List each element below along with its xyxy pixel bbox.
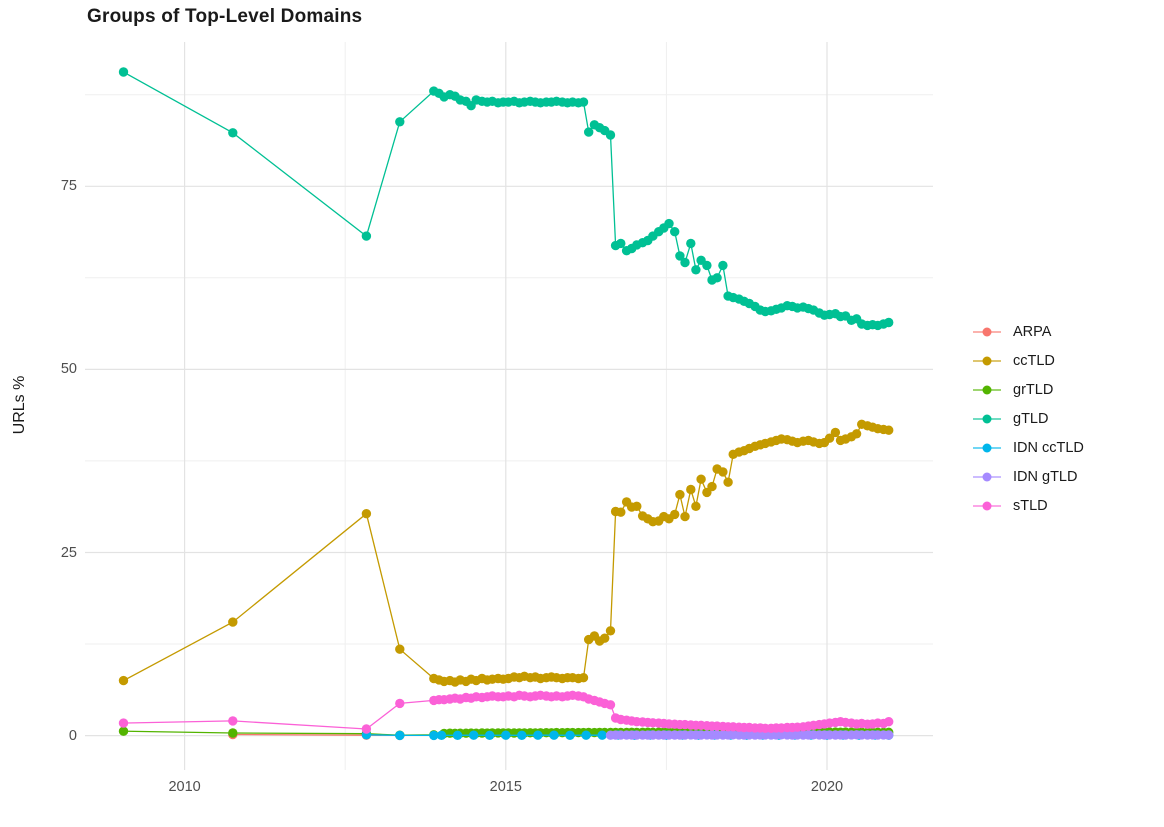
- legend-item-stld: sTLD: [972, 495, 1084, 517]
- legend-item-label: IDN ccTLD: [1013, 440, 1084, 456]
- legend-item-label: IDN gTLD: [1013, 469, 1078, 485]
- data-point-stld: [395, 698, 405, 709]
- y-tick-label: 25: [60, 544, 77, 561]
- data-point-idn-cctld: [581, 730, 591, 740]
- data-point-gtld: [702, 260, 712, 271]
- data-point-gtld: [605, 130, 616, 140]
- legend-item-cctld: ccTLD: [972, 350, 1084, 372]
- legend: ARPA ccTLD grTLD gTLD IDN ccTLD IDN gTLD sTLD: [972, 321, 1084, 517]
- data-point-cctld: [723, 477, 733, 487]
- data-point-cctld: [830, 427, 841, 438]
- data-point-gtld: [686, 238, 696, 249]
- data-point-gtld: [616, 238, 626, 249]
- legend-key-icon: [973, 472, 1001, 482]
- data-point-cctld: [851, 429, 862, 439]
- legend-item-idn-cctld: IDN ccTLD: [972, 437, 1084, 459]
- y-tick-label: 75: [60, 178, 77, 195]
- legend-item-label: ARPA: [1013, 324, 1052, 340]
- data-point-gtld: [675, 251, 685, 261]
- legend-item-label: grTLD: [1013, 382, 1054, 398]
- x-tick-label: 2010: [168, 779, 201, 795]
- data-point-cctld: [680, 511, 690, 522]
- data-point-gtld: [584, 127, 594, 137]
- data-point-cctld: [707, 481, 717, 492]
- data-point-cctld: [395, 644, 405, 654]
- data-point-idn-cctld: [436, 730, 447, 740]
- data-point-grtld: [228, 728, 238, 738]
- data-point-stld: [118, 718, 129, 728]
- series-idn-gtld-points: [605, 730, 894, 740]
- data-point-idn-cctld: [533, 730, 543, 740]
- legend-item-label: ccTLD: [1013, 353, 1055, 369]
- data-point-idn-cctld: [597, 730, 607, 740]
- data-point-idn-cctld: [549, 730, 559, 740]
- series-gtld-points: [118, 67, 894, 331]
- legend-key-icon: [973, 414, 1001, 424]
- y-axis-label: URLs %: [11, 375, 28, 435]
- data-point-gtld: [691, 265, 701, 275]
- data-point-cctld: [824, 433, 835, 443]
- y-tick-label: 50: [60, 361, 77, 378]
- data-point-idn-cctld: [452, 730, 463, 740]
- data-point-gtld: [670, 227, 680, 237]
- data-point-cctld: [616, 507, 626, 517]
- data-point-cctld: [118, 675, 129, 686]
- data-point-gtld: [361, 231, 372, 241]
- series-stld-points: [118, 690, 894, 734]
- data-point-gtld: [680, 257, 690, 268]
- data-point-gtld: [712, 273, 722, 283]
- legend-key-icon: [973, 501, 1001, 511]
- data-point-stld: [605, 700, 616, 710]
- legend-item-arpa: ARPA: [972, 321, 1084, 343]
- data-point-stld: [361, 724, 372, 734]
- data-point-cctld: [691, 501, 701, 511]
- data-point-gtld: [395, 117, 405, 127]
- data-point-cctld: [884, 425, 894, 435]
- chart-title: Groups of Top-Level Domains: [87, 6, 363, 27]
- data-point-idn-gtld: [884, 730, 894, 740]
- x-tick-label: 2020: [810, 779, 844, 795]
- data-point-cctld: [686, 484, 696, 495]
- data-point-cctld: [670, 509, 680, 520]
- data-point-idn-cctld: [517, 730, 527, 740]
- data-point-cctld: [718, 467, 728, 477]
- legend-key-icon: [973, 356, 1001, 366]
- data-point-idn-cctld: [565, 730, 575, 740]
- data-point-cctld: [696, 474, 706, 484]
- data-point-idn-cctld: [469, 730, 479, 740]
- data-point-idn-cctld: [395, 730, 405, 741]
- data-point-cctld: [361, 509, 372, 519]
- data-point-gtld: [884, 317, 894, 328]
- data-point-idn-cctld: [485, 730, 495, 740]
- data-point-gtld: [578, 97, 589, 107]
- legend-item-grtld: grTLD: [972, 379, 1084, 401]
- legend-item-idn-gtld: IDN gTLD: [972, 466, 1084, 488]
- data-point-cctld: [605, 626, 616, 636]
- data-point-cctld: [578, 673, 589, 683]
- data-point-cctld: [228, 617, 238, 627]
- data-point-idn-cctld: [501, 730, 511, 740]
- legend-item-label: gTLD: [1013, 411, 1049, 427]
- data-point-grtld: [118, 726, 129, 736]
- series-cctld-points: [118, 419, 894, 687]
- data-point-gtld: [118, 67, 129, 77]
- x-tick-label: 2015: [489, 779, 522, 795]
- data-point-stld: [228, 716, 238, 726]
- data-point-gtld: [664, 218, 674, 229]
- data-point-stld: [884, 717, 894, 727]
- data-point-cctld: [675, 489, 685, 500]
- data-point-idn-cctld: [429, 730, 439, 741]
- data-point-gtld: [718, 260, 728, 271]
- legend-item-label: sTLD: [1013, 498, 1048, 514]
- legend-item-gtld: gTLD: [972, 408, 1084, 430]
- y-tick-label: 0: [68, 727, 77, 744]
- legend-key-icon: [973, 385, 1001, 395]
- data-point-gtld: [228, 128, 238, 138]
- data-point-cctld: [632, 501, 642, 511]
- data-point-cctld: [600, 633, 610, 643]
- legend-key-icon: [973, 327, 1001, 337]
- legend-key-icon: [973, 443, 1001, 453]
